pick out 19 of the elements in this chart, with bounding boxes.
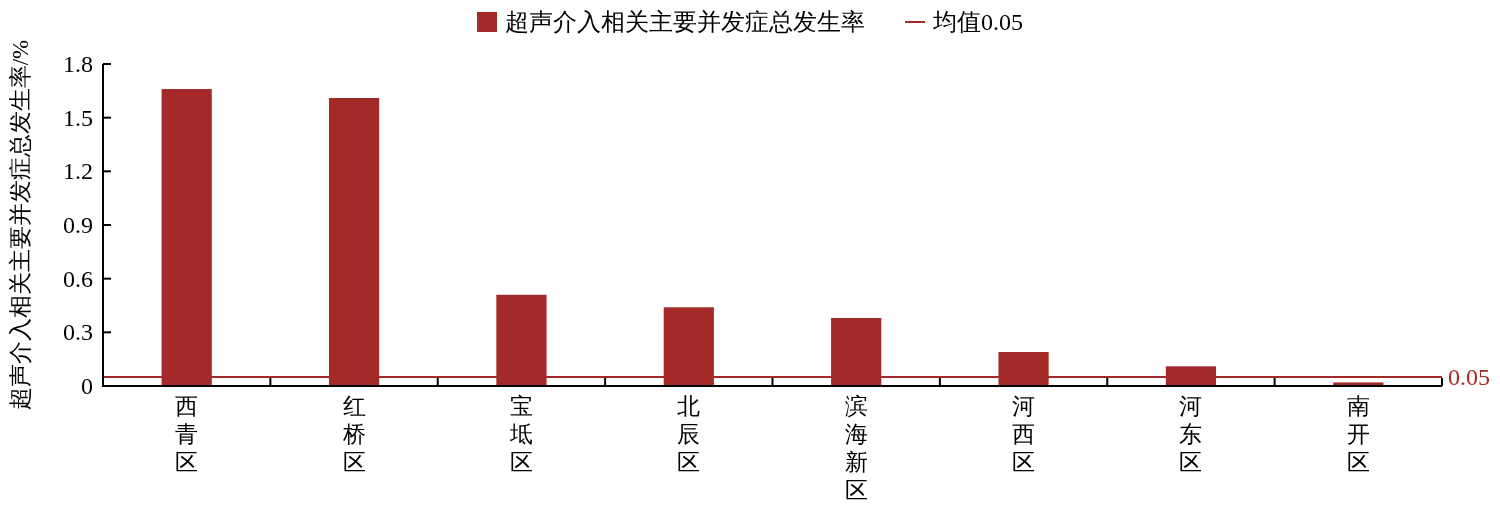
- x-tick-label: 河东区: [1179, 394, 1203, 475]
- y-tick-label: 1.5: [63, 104, 93, 131]
- x-tick-label: 西青区: [175, 394, 199, 475]
- x-tick-label: 河西区: [1012, 394, 1036, 475]
- y-tick-label: 0.9: [63, 212, 93, 238]
- x-tick-label: 宝坻区: [508, 394, 533, 475]
- x-tick-label: 南开区: [1346, 394, 1370, 475]
- y-tick-label: 1.8: [63, 51, 93, 77]
- x-tick-label: 红桥区: [341, 394, 366, 475]
- x-tick-label: 滨海新区: [844, 394, 868, 503]
- y-tick-label: 1.2: [63, 158, 93, 185]
- y-tick-label: 0.3: [63, 319, 93, 346]
- y-axis-title: 超声介入相关主要并发症总发生率/%: [8, 39, 33, 411]
- ref-line-label: 0.05: [1448, 364, 1490, 391]
- text: 均值0.05: [932, 9, 1023, 35]
- y-tick-label: 0: [81, 373, 93, 399]
- legend-label: 超声介入相关主要并发症总发生率: [505, 9, 865, 35]
- x-tick-label: 北辰区: [677, 394, 701, 475]
- y-tick-label: 0.6: [63, 265, 93, 292]
